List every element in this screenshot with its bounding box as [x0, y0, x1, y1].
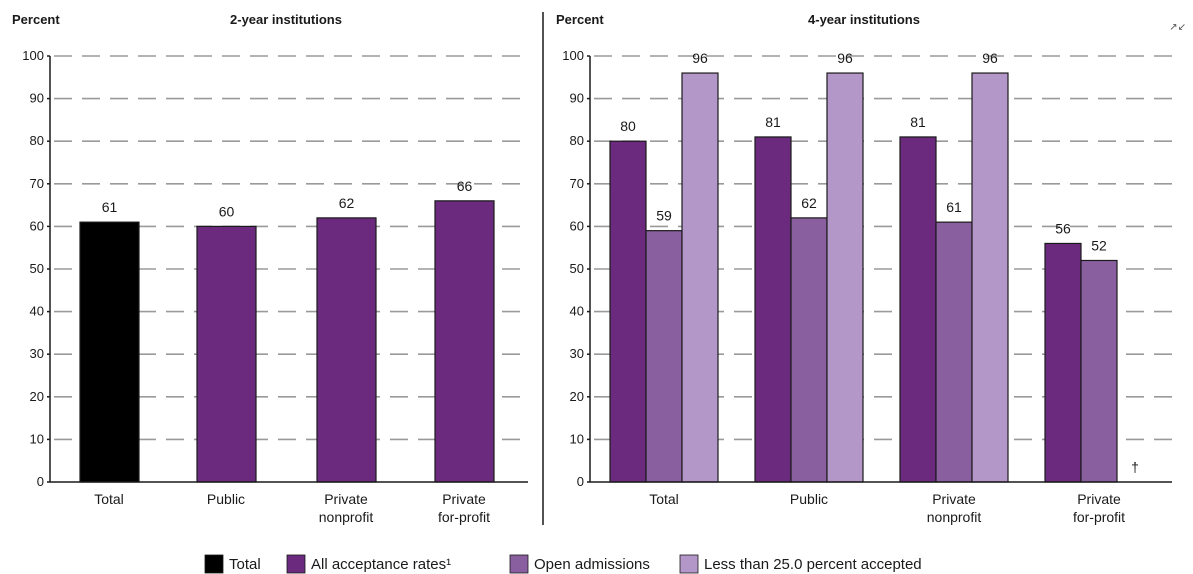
category-label: Public [207, 491, 245, 507]
legend-label: All acceptance rates¹ [311, 556, 451, 573]
category-label: nonprofit [927, 509, 982, 525]
bar [790, 217, 828, 483]
y-tick-label: 30 [570, 346, 584, 361]
data-label: 62 [339, 195, 355, 211]
data-label: 59 [656, 208, 672, 224]
category-label: Public [790, 491, 828, 507]
bar [681, 72, 719, 483]
category-label: Private [932, 491, 976, 507]
category-label: nonprofit [319, 509, 374, 525]
bar [971, 72, 1009, 483]
y-tick-label: 70 [570, 176, 584, 191]
bar [935, 221, 973, 483]
category-label: Private [324, 491, 368, 507]
y-axis-label: Percent [556, 12, 604, 27]
bar [899, 136, 937, 483]
data-label: 81 [910, 114, 926, 130]
bar [79, 221, 140, 483]
legend-label: Less than 25.0 percent accepted [704, 556, 922, 573]
y-tick-label: 10 [570, 431, 584, 446]
y-tick-label: 30 [30, 346, 44, 361]
data-label: 61 [946, 199, 962, 215]
category-label: Private [1077, 491, 1121, 507]
y-tick-label: 0 [37, 474, 44, 489]
data-label: 61 [102, 199, 118, 215]
data-label: 96 [692, 50, 708, 66]
bar [1044, 242, 1082, 483]
y-tick-label: 80 [30, 133, 44, 148]
y-tick-label: 50 [30, 261, 44, 276]
bar [434, 200, 495, 483]
panel-4-year: Percent 4-year institutions 0 10 20 30 40 50 60 7… [556, 12, 1172, 525]
data-label: 66 [457, 178, 473, 194]
legend-swatch [286, 554, 306, 574]
y-tick-label: 40 [570, 304, 584, 319]
panel-title: 4-year institutions [808, 12, 920, 27]
y-tick-label: 80 [570, 133, 584, 148]
legend-swatch [204, 554, 224, 574]
missing-marker: † [1131, 459, 1139, 475]
bar [609, 140, 647, 483]
data-label: 62 [801, 195, 817, 211]
y-tick-label: 100 [22, 48, 44, 63]
category-label: Total [649, 491, 679, 507]
data-label: 56 [1055, 220, 1071, 236]
y-tick-label: 60 [30, 218, 44, 233]
y-tick-label: 40 [30, 304, 44, 319]
category-label: Total [94, 491, 124, 507]
data-label: 96 [837, 50, 853, 66]
expand-icon[interactable]: ↗↙ [1169, 22, 1186, 33]
panel-title: 2-year institutions [230, 12, 342, 27]
data-label: 96 [982, 50, 998, 66]
y-tick-label: 90 [570, 91, 584, 106]
y-tick-label: 20 [30, 389, 44, 404]
y-tick-label: 90 [30, 91, 44, 106]
bar [1080, 259, 1118, 483]
data-label: 81 [765, 114, 781, 130]
bar [645, 230, 683, 483]
category-label: for-profit [438, 509, 490, 525]
category-label: Private [442, 491, 486, 507]
y-tick-label: 20 [570, 389, 584, 404]
bar [826, 72, 864, 483]
legend-swatch [679, 554, 699, 574]
legend-label: Open admissions [534, 556, 650, 573]
data-label: 60 [219, 203, 235, 219]
y-tick-label: 50 [570, 261, 584, 276]
y-axis-label: Percent [12, 12, 60, 27]
legend-swatch [509, 554, 529, 574]
data-label: 80 [620, 118, 636, 134]
y-tick-label: 60 [570, 218, 584, 233]
panel-2-year: Percent 2-year institutions 0 10 20 30 40 50 60 7… [12, 12, 528, 525]
bar [196, 225, 257, 483]
data-label: 52 [1091, 237, 1107, 253]
y-tick-label: 100 [562, 48, 584, 63]
y-tick-label: 70 [30, 176, 44, 191]
y-tick-label: 0 [577, 474, 584, 489]
category-label: for-profit [1073, 509, 1125, 525]
bar [754, 136, 792, 483]
legend-label: Total [229, 556, 261, 573]
bar [316, 217, 377, 483]
legend: Total All acceptance rates¹ Open admission… [204, 554, 922, 574]
y-tick-label: 10 [30, 431, 44, 446]
